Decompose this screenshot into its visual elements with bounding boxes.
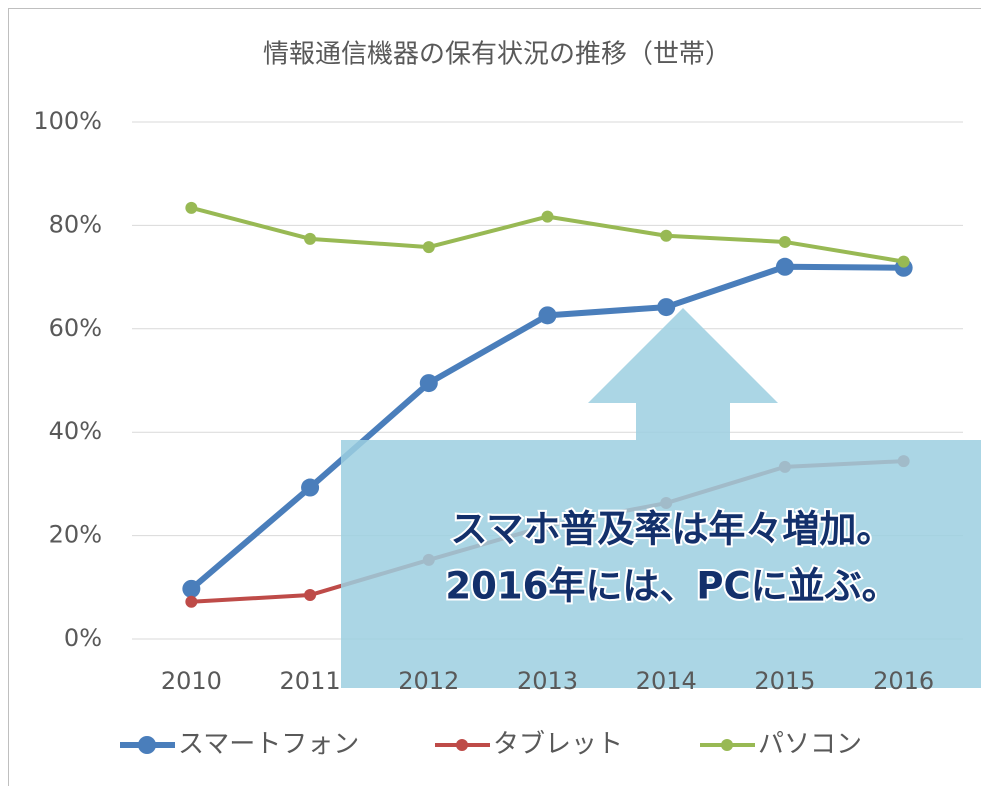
labels: 2010 2011 2012 2013 2014 2015 2016 スマートフォン タブレット… — [120, 506, 934, 760]
data-point — [541, 210, 554, 223]
legend-label: スマートフォン — [178, 730, 359, 760]
y-tick-label: 100% — [33, 107, 102, 135]
annotation-box — [341, 440, 981, 688]
chart-title: 情報通信機器の保有状況の推移（世帯） — [263, 40, 731, 70]
legend-label: パソコン — [758, 730, 862, 760]
y-tick-label: 60% — [49, 314, 102, 342]
annotation-text: 2016年には、PCに並ぶ。 — [445, 565, 898, 608]
legend-label: タブレット — [493, 730, 623, 760]
annotation-arrow — [588, 308, 778, 440]
y-tick-label: 0% — [64, 624, 102, 652]
x-tick-label: 2011 — [280, 667, 341, 695]
y-tick-label: 40% — [49, 417, 102, 445]
x-tick-label: 2013 — [517, 667, 578, 695]
annotation — [341, 308, 981, 688]
legend-marker — [456, 739, 468, 751]
x-tick-label: 2016 — [873, 667, 934, 695]
data-point — [897, 255, 910, 268]
x-tick-label: 2012 — [398, 667, 459, 695]
data-point — [657, 298, 676, 317]
data-point — [185, 595, 198, 608]
legend-marker — [138, 736, 156, 754]
data-point — [419, 374, 438, 393]
x-tick-label: 2010 — [161, 667, 222, 695]
data-point — [304, 589, 317, 602]
annotation-text: スマホ普及率は年々増加。 — [451, 508, 894, 551]
legend-marker — [721, 739, 733, 751]
y-tick-label: 80% — [49, 210, 102, 238]
data-point — [778, 235, 791, 248]
data-point — [304, 232, 317, 245]
data-point — [182, 579, 201, 598]
data-point — [660, 229, 673, 242]
x-tick-label: 2015 — [754, 667, 815, 695]
x-tick-label: 2014 — [636, 667, 697, 695]
data-point — [422, 241, 435, 254]
data-point — [775, 257, 794, 276]
data-point — [538, 306, 557, 325]
data-point — [185, 201, 198, 214]
data-point — [301, 478, 320, 497]
y-tick-label: 20% — [49, 521, 102, 549]
